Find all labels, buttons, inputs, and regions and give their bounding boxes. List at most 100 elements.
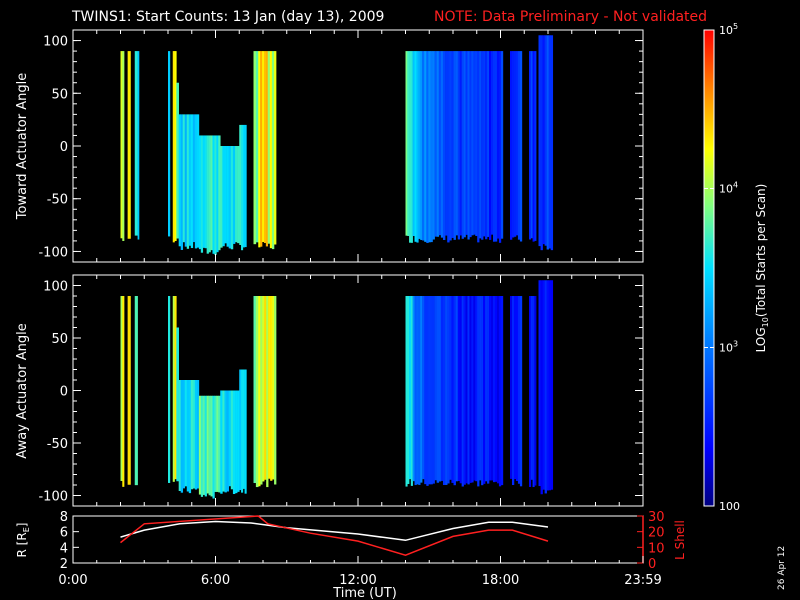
heatmap-cell bbox=[416, 296, 419, 485]
heatmap-cell bbox=[194, 114, 198, 249]
heatmap-cell bbox=[424, 296, 427, 485]
r-ylabel: R [RE] bbox=[15, 523, 31, 558]
heatmap-cell bbox=[210, 395, 213, 497]
heatmap-cell bbox=[237, 146, 240, 244]
heatmap-cell bbox=[220, 390, 223, 494]
heatmap-cell bbox=[550, 35, 554, 251]
heatmap-cell bbox=[465, 51, 468, 235]
heatmap-cell bbox=[239, 369, 242, 491]
heatmap-cell bbox=[232, 390, 236, 495]
heatmap-cell bbox=[467, 51, 470, 240]
heatmap-cell bbox=[510, 296, 513, 479]
ytick-label: 100 bbox=[43, 35, 68, 50]
heatmap-cell bbox=[260, 296, 263, 485]
heatmap-cell bbox=[453, 51, 456, 240]
heatmap-cell bbox=[473, 296, 476, 481]
heatmap-cell bbox=[218, 395, 221, 493]
heatmap-cell bbox=[270, 296, 273, 481]
heatmap-cell bbox=[449, 51, 452, 241]
heatmap-cell bbox=[487, 51, 490, 237]
heatmap-cell bbox=[258, 51, 261, 248]
heatmap-cell bbox=[188, 114, 192, 246]
toward-panel: 100 50 0 -50 -100 bbox=[38, 29, 644, 263]
heatmap-cell bbox=[186, 114, 190, 249]
heatmap-cell bbox=[510, 51, 513, 240]
heatmap-cell bbox=[137, 51, 140, 240]
colorbar-tick-label: 105 bbox=[719, 22, 738, 37]
heatmap-cell bbox=[176, 327, 179, 482]
heatmap-cell bbox=[416, 51, 419, 243]
heatmap-cell bbox=[409, 296, 412, 480]
heatmap-cell bbox=[447, 51, 450, 243]
heatmap-cell bbox=[534, 51, 537, 241]
heatmap-cell bbox=[447, 296, 450, 484]
heatmap-cell bbox=[274, 296, 277, 485]
heatmap-cell bbox=[491, 296, 494, 481]
ytick-label: -50 bbox=[47, 437, 68, 452]
heatmap-cell bbox=[434, 51, 437, 237]
xtick-label: 0:00 bbox=[58, 573, 87, 588]
heatmap-cell bbox=[442, 51, 446, 240]
heatmap-cell bbox=[206, 135, 209, 254]
heatmap-cell bbox=[544, 35, 547, 246]
ytick-label: -100 bbox=[38, 245, 68, 260]
heatmap-cell bbox=[212, 395, 215, 499]
heatmap-cell bbox=[196, 114, 200, 248]
heatmap-cell bbox=[473, 51, 476, 235]
heatmap-cell bbox=[517, 51, 521, 240]
heatmap-cell bbox=[513, 296, 517, 480]
ytick-label: -100 bbox=[38, 490, 68, 505]
heatmap-cell bbox=[455, 296, 459, 482]
ytick-label: 50 bbox=[51, 332, 68, 347]
heatmap-cell bbox=[188, 380, 192, 494]
heatmap-cell bbox=[475, 51, 478, 237]
heatmap-cell bbox=[414, 51, 417, 242]
lshell-tick-label: 0 bbox=[648, 557, 656, 572]
date-stamp: 26 Apr 12 bbox=[777, 546, 787, 590]
heatmap-cell bbox=[436, 51, 440, 237]
heatmap-cell bbox=[269, 51, 273, 249]
heatmap-cell bbox=[538, 280, 541, 487]
heatmap-cell bbox=[436, 296, 440, 483]
heatmap-cell bbox=[262, 296, 265, 482]
heatmap-cell bbox=[414, 296, 417, 486]
heatmap-cell bbox=[457, 51, 460, 240]
heatmap-cell bbox=[222, 390, 225, 492]
heatmap-cell bbox=[194, 380, 198, 490]
heatmap-cell bbox=[224, 390, 227, 493]
heatmap-cell bbox=[262, 51, 265, 243]
heatmap-cell bbox=[266, 296, 269, 488]
heatmap-cell bbox=[440, 296, 444, 481]
heatmap-cell bbox=[255, 51, 259, 243]
heatmap-cell bbox=[496, 51, 500, 239]
heatmap-cell bbox=[463, 296, 466, 485]
heatmap-cell bbox=[550, 280, 554, 490]
heatmap-cell bbox=[168, 51, 171, 237]
heatmap-cell bbox=[515, 51, 519, 236]
away-ylabel: Away Actuator Angle bbox=[15, 323, 30, 458]
heatmap-cell bbox=[226, 390, 229, 492]
heatmap-cell bbox=[519, 51, 523, 242]
heatmap-cell bbox=[178, 380, 182, 491]
heatmap-cell bbox=[220, 146, 223, 248]
heatmap-cell bbox=[407, 296, 410, 484]
heatmap-cell bbox=[440, 51, 444, 238]
heatmap-cell bbox=[216, 395, 219, 492]
heatmap-cell bbox=[459, 51, 462, 236]
heatmap-cell bbox=[184, 380, 188, 487]
heatmap-cell bbox=[449, 296, 452, 480]
heatmap-cell bbox=[420, 51, 423, 241]
heatmap-cell bbox=[196, 380, 200, 489]
colorbar: 105 104 103 100 bbox=[703, 22, 740, 513]
heatmap-cell bbox=[198, 135, 202, 250]
heatmap-cell bbox=[451, 51, 454, 238]
heatmap-cell bbox=[226, 146, 229, 247]
heatmap-cell bbox=[120, 51, 123, 239]
heatmap-cell bbox=[445, 296, 448, 485]
heatmap-cell bbox=[426, 51, 429, 244]
heatmap-cell bbox=[241, 369, 244, 493]
heatmap-cell bbox=[208, 135, 211, 253]
heatmap-cell bbox=[420, 296, 423, 483]
heatmap-cell bbox=[241, 124, 244, 251]
